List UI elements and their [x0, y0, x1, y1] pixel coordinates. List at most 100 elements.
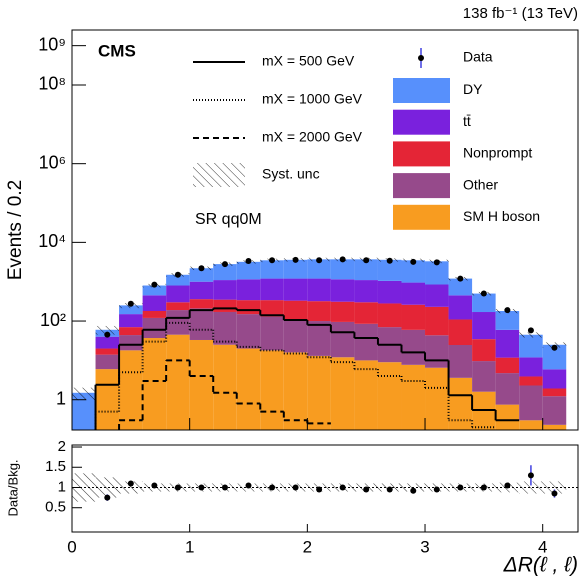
stack-bar [472, 361, 496, 392]
data-point [551, 344, 558, 351]
stack-bar [236, 300, 261, 315]
data-point [433, 259, 440, 266]
stack-bar [377, 362, 402, 430]
stack-bar [119, 314, 143, 328]
syst-band [519, 332, 543, 338]
stack-bar [95, 348, 120, 355]
stack-bar [166, 274, 190, 286]
legend-label: Nonprompt [463, 145, 532, 161]
syst-band [95, 325, 120, 335]
ratio-y-tick-label: 2 [58, 438, 66, 455]
stack-bar [448, 278, 473, 296]
stack-bar [448, 295, 473, 320]
stack-bar [283, 278, 308, 301]
stack-bar [307, 278, 331, 302]
stack-bar [448, 377, 473, 430]
stack-bar [307, 321, 331, 356]
ratio-y-tick-label: 1.5 [45, 458, 66, 475]
ratio-y-tick-label: 0.5 [45, 499, 66, 516]
stack-bar [236, 261, 261, 280]
data-point [363, 257, 370, 264]
ratio-y-label: Data/Bkg. [5, 459, 20, 516]
stack-bar [260, 300, 284, 317]
legend-label: DY [463, 81, 483, 97]
ratio-point [480, 484, 487, 491]
stack-bar [401, 260, 426, 283]
ratio-point [433, 486, 440, 493]
stack-bar [425, 284, 449, 307]
stack-bar [260, 350, 284, 430]
lumi-label: 138 fb⁻¹ (13 TeV) [463, 5, 578, 22]
ratio-syst-band [72, 473, 96, 502]
ratio-point [339, 484, 346, 491]
stack-bar [236, 314, 261, 349]
stack-bar [330, 259, 355, 280]
data-point [104, 331, 111, 338]
data-point [127, 300, 134, 307]
stack-bar [213, 344, 237, 430]
stack-bar [401, 364, 426, 430]
stack-bar [166, 310, 190, 335]
stack-bar [425, 335, 449, 368]
stack-bar [542, 344, 567, 370]
data-point [269, 257, 276, 264]
stack-bar [425, 367, 449, 430]
legend-label: mX = 500 GeV [262, 53, 355, 69]
stack-bar [142, 295, 167, 312]
ratio-point [292, 484, 299, 491]
main-frame [71, 29, 579, 431]
ratio-point [127, 480, 134, 487]
stack-bar [189, 281, 214, 300]
syst-band [72, 387, 96, 401]
stack-bar [425, 306, 449, 336]
stack-bar [142, 311, 167, 318]
legend-hatch [193, 163, 245, 187]
legend-label: mX = 1000 GeV [262, 91, 363, 107]
y-tick-label: 10⁹ [38, 34, 66, 54]
data-point [339, 256, 346, 263]
stack-bar [189, 268, 214, 282]
data-point [292, 256, 299, 263]
legend-swatch [393, 173, 450, 199]
stack-bar [213, 280, 237, 300]
stack-bar [330, 301, 355, 322]
stack-bar [166, 334, 190, 430]
ratio-syst-band [95, 477, 120, 498]
stack-bar [330, 321, 355, 358]
stack-bar [119, 327, 143, 336]
x-axis-label: ΔR(ℓ , ℓ) [503, 554, 578, 577]
stack-bar [495, 404, 520, 430]
x-tick-label: 2 [303, 537, 312, 556]
data-point [410, 258, 417, 265]
data-point [198, 265, 205, 272]
stack-bar [401, 329, 426, 365]
stack-bar [542, 388, 567, 397]
stack-bar [519, 334, 543, 358]
stack-bar [213, 299, 237, 312]
ratio-point [363, 486, 370, 493]
legend-swatch [393, 109, 450, 135]
stack-bar [213, 264, 237, 281]
data-point [457, 275, 464, 282]
stack-bar [119, 335, 143, 351]
stack-bar [307, 355, 331, 430]
stack-bar [142, 285, 167, 296]
stack-bar [142, 317, 167, 339]
stack-bar [354, 259, 378, 281]
stack-bar [519, 385, 543, 421]
data-point [527, 327, 534, 334]
x-tick-label: 3 [420, 537, 429, 556]
stack-bar [495, 373, 520, 405]
ratio-point [245, 482, 252, 489]
y-tick-label: 10⁴ [38, 231, 66, 251]
stack-bar [472, 293, 496, 313]
ratio-point [386, 486, 393, 493]
stack-bar [519, 357, 543, 377]
x-tick-label: 0 [67, 537, 76, 556]
ratio-point [527, 472, 534, 479]
ratio-frame [71, 444, 579, 533]
stack-bar [542, 369, 567, 389]
stack-bar [401, 282, 426, 305]
stack-bar [425, 261, 449, 285]
